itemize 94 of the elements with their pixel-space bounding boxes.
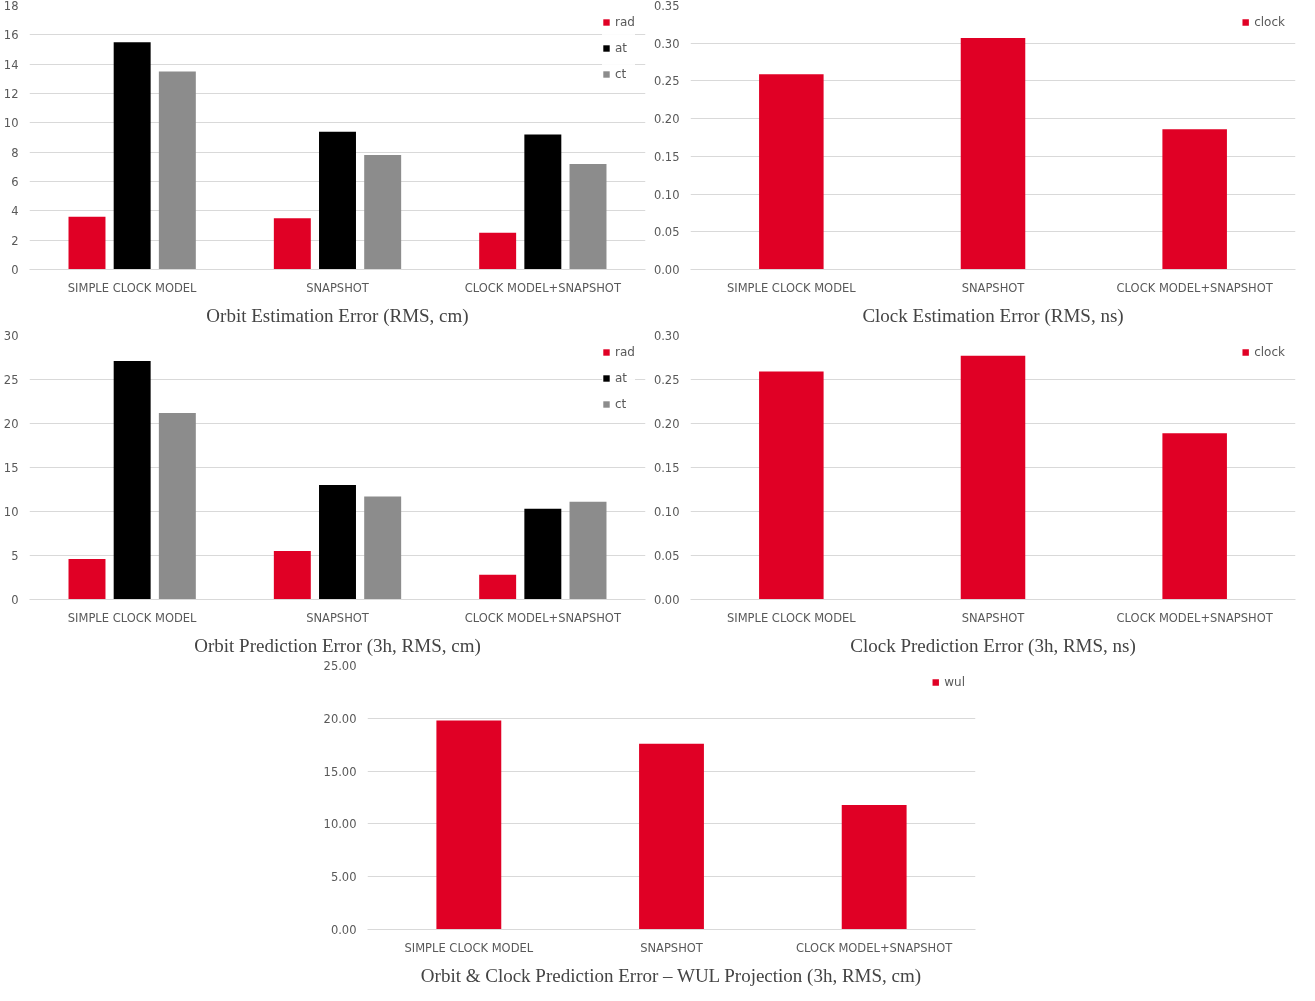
text: Orbit Prediction Error (3h, RMS, cm) bbox=[194, 634, 481, 657]
bar bbox=[1162, 433, 1227, 600]
y-tick-label: 0.35 bbox=[653, 0, 680, 13]
x-tick-label: SNAPSHOT bbox=[306, 610, 370, 625]
bar bbox=[759, 74, 824, 270]
bar bbox=[273, 218, 311, 270]
y-tick-label: 15.00 bbox=[323, 764, 357, 779]
x-tick-label: SIMPLE CLOCK MODEL bbox=[67, 280, 198, 295]
bar bbox=[524, 508, 562, 600]
bar bbox=[759, 371, 824, 600]
bar bbox=[569, 501, 607, 600]
x-tick-label: CLOCK MODEL+SNAPSHOT bbox=[1116, 610, 1274, 625]
x-tick-label: SIMPLE CLOCK MODEL bbox=[726, 610, 857, 625]
legend-label: clock bbox=[1254, 345, 1285, 359]
legend-label: clock bbox=[1254, 15, 1285, 29]
legend-label: at bbox=[615, 41, 629, 55]
x-tick-label: CLOCK MODEL+SNAPSHOT bbox=[1116, 280, 1274, 295]
x-tick-label: CLOCK MODEL+SNAPSHOT bbox=[796, 940, 954, 955]
y-tick-label: 0.30 bbox=[653, 329, 680, 343]
bar bbox=[113, 361, 151, 600]
y-tick-label: 0 bbox=[11, 263, 19, 277]
bar bbox=[569, 163, 607, 270]
bar bbox=[364, 155, 402, 270]
x-tick-label: SNAPSHOT bbox=[961, 280, 1026, 295]
y-tick-label: 20.00 bbox=[323, 711, 357, 726]
legend-label: rad bbox=[615, 345, 635, 359]
bar bbox=[1162, 129, 1227, 270]
text: Orbit & Clock Prediction Error – WUL Projection (3h, RMS, cm) bbox=[420, 964, 922, 987]
legend-label: rad bbox=[615, 15, 635, 29]
x-tick-label: SIMPLE CLOCK MODEL bbox=[726, 280, 857, 295]
y-tick-label: 10 bbox=[3, 116, 19, 131]
y-tick-label: 0.00 bbox=[653, 593, 680, 607]
y-tick-label: 14 bbox=[3, 57, 19, 72]
bar bbox=[364, 496, 402, 600]
x-tick-label: SIMPLE CLOCK MODEL bbox=[67, 610, 198, 625]
y-tick-label: 2 bbox=[11, 233, 19, 248]
bar bbox=[436, 720, 502, 930]
x-tick-label: SIMPLE CLOCK MODEL bbox=[404, 940, 534, 955]
bar bbox=[479, 574, 517, 600]
text: Clock Estimation Error (RMS, ns) bbox=[862, 304, 1124, 327]
bar bbox=[158, 71, 196, 270]
bar bbox=[68, 216, 106, 270]
y-tick-label: 0.15 bbox=[653, 461, 680, 475]
y-tick-label: 25 bbox=[3, 373, 19, 387]
y-tick-label: 0.20 bbox=[653, 417, 680, 431]
y-tick-label: 0.00 bbox=[653, 263, 680, 277]
bar bbox=[960, 37, 1026, 270]
y-tick-label: 6 bbox=[11, 175, 19, 189]
x-tick-label: SNAPSHOT bbox=[306, 280, 370, 295]
y-tick-label: 4 bbox=[11, 204, 19, 219]
legend-label: ct bbox=[615, 397, 628, 411]
y-tick-label: 0.15 bbox=[653, 149, 680, 164]
y-tick-label: 5.00 bbox=[330, 870, 357, 885]
x-tick-label: CLOCK MODEL+SNAPSHOT bbox=[464, 610, 622, 625]
y-tick-label: 0.05 bbox=[653, 225, 680, 240]
y-tick-label: 0.05 bbox=[653, 549, 680, 563]
bar bbox=[841, 804, 907, 930]
bar bbox=[68, 559, 106, 600]
bar bbox=[960, 355, 1026, 600]
y-tick-label: 10.00 bbox=[323, 817, 357, 832]
bar bbox=[319, 131, 356, 270]
bar bbox=[479, 232, 517, 270]
y-tick-label: 12 bbox=[3, 87, 19, 101]
y-tick-label: 0.30 bbox=[653, 36, 680, 51]
bar bbox=[158, 412, 196, 600]
y-tick-label: 0.10 bbox=[653, 187, 680, 202]
legend-label: wul bbox=[944, 675, 965, 689]
text: Clock Prediction Error (3h, RMS, ns) bbox=[850, 634, 1136, 657]
y-tick-label: 30 bbox=[3, 329, 19, 343]
y-tick-label: 0.10 bbox=[653, 505, 680, 519]
y-tick-label: 0 bbox=[11, 593, 19, 607]
x-tick-label: CLOCK MODEL+SNAPSHOT bbox=[464, 280, 622, 295]
bar bbox=[319, 485, 356, 600]
x-tick-label: SNAPSHOT bbox=[640, 940, 704, 955]
bar bbox=[113, 42, 151, 270]
y-tick-label: 5 bbox=[11, 549, 19, 563]
y-tick-label: 16 bbox=[3, 28, 19, 43]
y-tick-label: 20 bbox=[3, 417, 19, 431]
text: Orbit Estimation Error (RMS, cm) bbox=[206, 304, 469, 327]
bar bbox=[273, 551, 311, 600]
bar bbox=[524, 134, 562, 270]
legend-label: ct bbox=[615, 67, 628, 81]
x-tick-label: SNAPSHOT bbox=[961, 610, 1026, 625]
y-tick-label: 25.00 bbox=[323, 659, 357, 673]
y-tick-label: 10 bbox=[3, 505, 19, 519]
y-tick-label: 0.00 bbox=[330, 923, 357, 937]
y-tick-label: 0.25 bbox=[653, 373, 680, 387]
y-tick-label: 18 bbox=[3, 0, 19, 13]
legend-label: at bbox=[615, 371, 629, 385]
y-tick-label: 0.20 bbox=[653, 112, 680, 127]
y-tick-label: 0.25 bbox=[653, 74, 680, 89]
bar bbox=[639, 743, 704, 930]
y-tick-label: 15 bbox=[3, 461, 19, 475]
y-tick-label: 8 bbox=[11, 145, 19, 160]
